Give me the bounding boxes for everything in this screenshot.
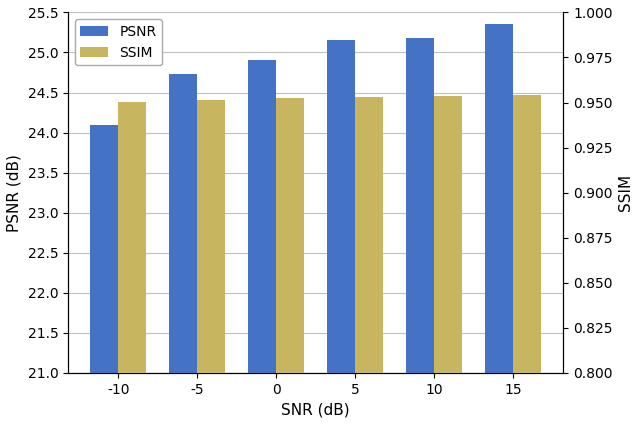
Legend: PSNR, SSIM: PSNR, SSIM (75, 20, 162, 65)
Bar (170, 74, 197, 424)
Bar (513, 95, 541, 424)
Bar (118, 102, 146, 424)
Bar (90, 125, 118, 424)
Bar (248, 61, 276, 424)
Bar (406, 38, 434, 424)
Bar (486, 25, 513, 424)
Bar (355, 97, 383, 424)
Bar (276, 98, 304, 424)
Bar (328, 40, 355, 424)
Bar (197, 100, 225, 424)
Y-axis label: PSNR (dB): PSNR (dB) (7, 153, 22, 232)
Bar (434, 96, 462, 424)
Y-axis label: SSIM: SSIM (618, 174, 633, 211)
X-axis label: SNR (dB): SNR (dB) (282, 402, 350, 417)
